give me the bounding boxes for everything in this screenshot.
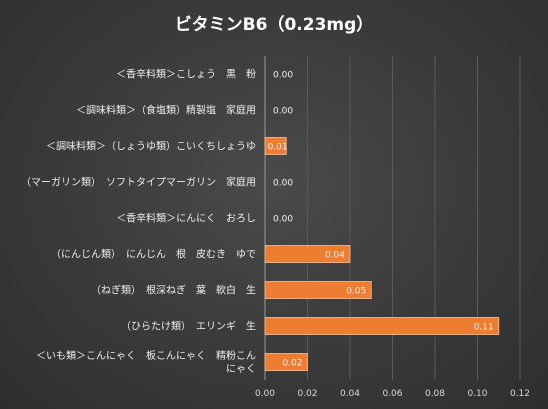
bar-layer: 0.00 0.00 0.01 0.00 0.00 0.04 0.05 0.11 0.02 <box>264 71 500 371</box>
x-tick-label: 0.08 <box>425 389 445 399</box>
category-label: （にんじん類） にんじん 根 皮むき ゆで <box>51 248 256 261</box>
data-label: 0.01 <box>268 143 288 153</box>
category-label: ＜香辛料類＞こしょう 黒 粉 <box>116 68 256 81</box>
category-label: （ねぎ類） 根深ねぎ 葉 軟白 生 <box>91 284 256 297</box>
category-label: ＜いも類＞こんにゃく 板こんにゃく 精粉こん <box>36 349 256 362</box>
category-label: ＜香辛料類＞にんにく おろし <box>116 212 256 225</box>
x-tick-label: 0.10 <box>467 389 487 399</box>
bar <box>264 317 500 335</box>
x-tick-label: 0.00 <box>255 389 275 399</box>
x-tick-layer: 0.00 0.02 0.04 0.06 0.08 0.10 0.12 <box>255 389 530 399</box>
data-label: 0.00 <box>273 215 293 225</box>
category-label: ＜調味料類＞（しょうゆ類）こいくちしょうゆ <box>46 140 256 153</box>
category-label: （マーガリン類） ソフトタイプマーガリン 家庭用 <box>21 176 256 189</box>
chart-title: ビタミンB6（0.23mg） <box>175 14 374 35</box>
x-tick-label: 0.12 <box>510 389 530 399</box>
bar <box>264 281 372 299</box>
category-label-layer: ＜香辛料類＞こしょう 黒 粉 ＜調味料類＞（食塩類）精製塩 家庭用 ＜調味料類＞（し… <box>21 68 256 376</box>
data-label: 0.00 <box>273 179 293 189</box>
bar <box>264 245 351 263</box>
category-label: にゃく <box>226 363 256 375</box>
grid-layer <box>264 56 521 380</box>
category-label: ＜調味料類＞（食塩類）精製塩 家庭用 <box>76 104 256 117</box>
category-label: （ひらたけ類） エリンギ 生 <box>121 320 256 333</box>
data-label: 0.00 <box>273 107 293 117</box>
data-label: 0.05 <box>346 287 366 297</box>
x-tick-label: 0.04 <box>340 389 360 399</box>
bar <box>264 353 308 371</box>
data-label: 0.00 <box>273 71 293 81</box>
bar <box>264 137 287 155</box>
data-label: 0.04 <box>325 251 345 261</box>
x-tick-label: 0.02 <box>297 389 317 399</box>
data-label: 0.02 <box>282 359 302 369</box>
data-label: 0.11 <box>474 323 494 333</box>
x-tick-label: 0.06 <box>382 389 402 399</box>
